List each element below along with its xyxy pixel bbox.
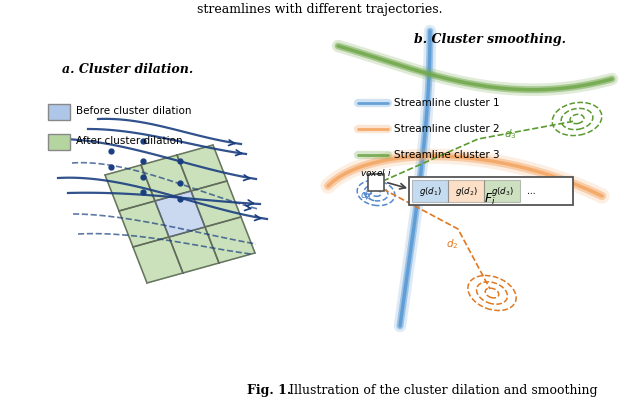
Polygon shape <box>177 145 227 191</box>
Polygon shape <box>191 181 241 227</box>
Text: $g(d_1)$: $g(d_1)$ <box>419 185 442 198</box>
FancyBboxPatch shape <box>448 180 484 202</box>
Text: $F_i$: $F_i$ <box>484 192 496 207</box>
FancyBboxPatch shape <box>409 177 573 205</box>
Text: $g(d_2)$: $g(d_2)$ <box>454 185 477 198</box>
Text: Streamline cluster 2: Streamline cluster 2 <box>394 124 500 134</box>
Text: streamlines with different trajectories.: streamlines with different trajectories. <box>197 3 443 16</box>
Polygon shape <box>155 191 205 237</box>
FancyBboxPatch shape <box>48 134 70 150</box>
Polygon shape <box>169 227 219 273</box>
Polygon shape <box>105 165 155 211</box>
Text: Streamline cluster 1: Streamline cluster 1 <box>394 98 500 108</box>
Polygon shape <box>205 217 255 263</box>
Text: $g(d_3)$: $g(d_3)$ <box>490 185 513 198</box>
Polygon shape <box>141 155 191 201</box>
Text: $\cdots$: $\cdots$ <box>526 187 536 196</box>
FancyBboxPatch shape <box>484 180 520 202</box>
Text: voxel $i$: voxel $i$ <box>360 167 392 178</box>
Text: Fig. 1.: Fig. 1. <box>247 384 291 397</box>
Text: b. Cluster smoothing.: b. Cluster smoothing. <box>414 33 566 46</box>
Text: Illustration of the cluster dilation and smoothing: Illustration of the cluster dilation and… <box>289 384 598 397</box>
Text: $d_3$: $d_3$ <box>504 127 516 141</box>
Polygon shape <box>133 237 183 283</box>
Text: Streamline cluster 3: Streamline cluster 3 <box>394 150 500 160</box>
Text: $d_1$: $d_1$ <box>360 188 372 202</box>
FancyBboxPatch shape <box>412 180 448 202</box>
Text: a. Cluster dilation.: a. Cluster dilation. <box>62 63 194 76</box>
FancyBboxPatch shape <box>368 174 384 191</box>
Text: $d_2$: $d_2$ <box>446 237 458 251</box>
Text: After cluster dilation: After cluster dilation <box>76 136 182 146</box>
Polygon shape <box>119 201 169 247</box>
Text: Before cluster dilation: Before cluster dilation <box>76 106 191 116</box>
FancyBboxPatch shape <box>48 104 70 120</box>
